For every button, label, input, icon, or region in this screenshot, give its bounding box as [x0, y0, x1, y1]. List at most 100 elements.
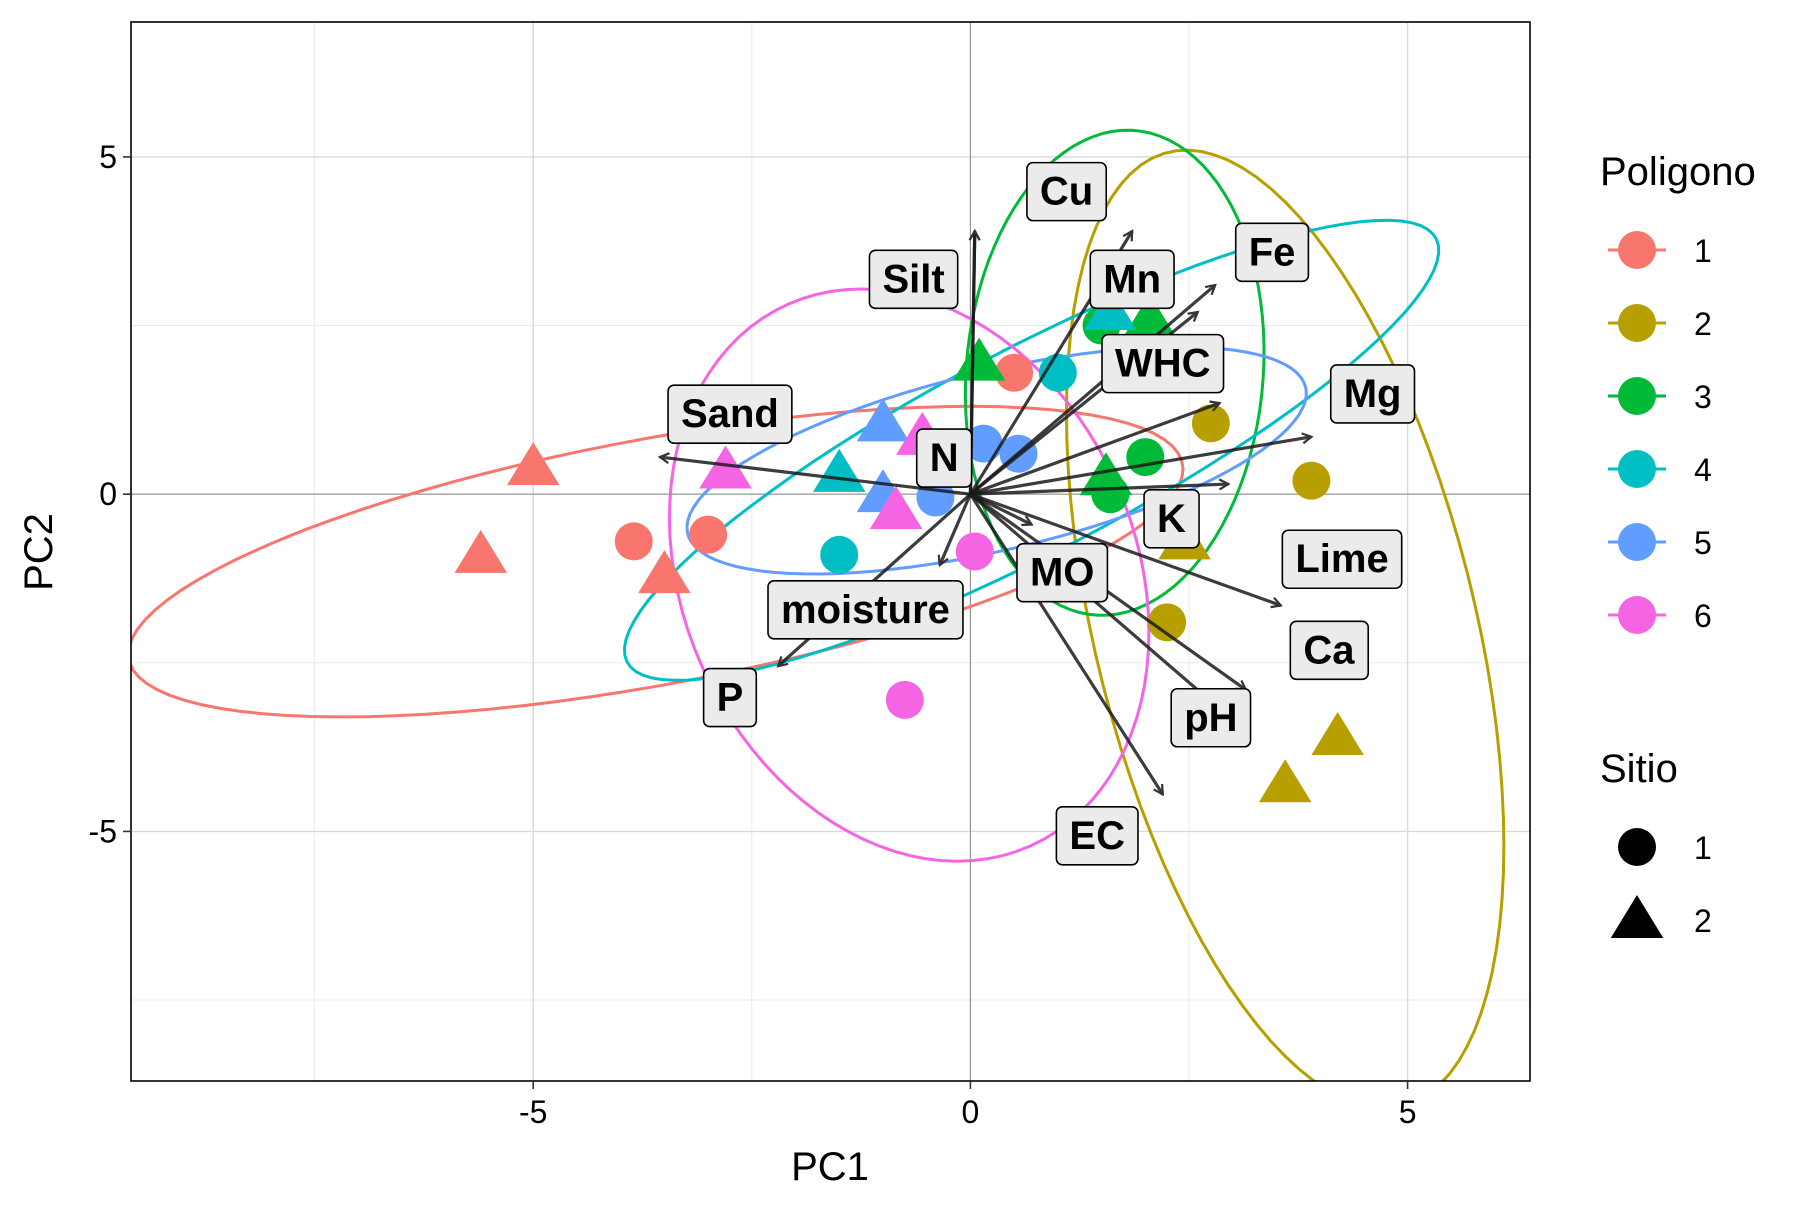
legend-poligono-label: 1 — [1694, 233, 1712, 269]
loading-label-box — [1143, 488, 1200, 549]
legend-key-circle — [1618, 377, 1656, 415]
loading-label-box — [868, 249, 959, 310]
loading-arrow-moisture — [940, 493, 972, 565]
y-tick-label: 0 — [99, 476, 117, 512]
loading-label-moisture: moisture — [767, 580, 964, 640]
x-axis: -5 0 5 — [519, 1081, 1417, 1130]
loading-label-box — [1170, 687, 1252, 748]
point-poligono-1-sitio-2 — [454, 529, 507, 573]
loading-arrow-ph — [969, 492, 1232, 720]
y-tick-label: 5 — [99, 139, 117, 175]
point-poligono-2-sitio-1 — [1292, 461, 1331, 500]
loading-label-text: Silt — [882, 257, 944, 301]
legend-poligono-key-3: 3 — [1608, 377, 1712, 415]
point-poligono-2-sitio-1 — [1148, 603, 1187, 642]
plot-panel-border — [130, 21, 1531, 1082]
legend-poligono-key-5: 5 — [1608, 523, 1712, 561]
ellipse-poligono-2 — [1064, 148, 1506, 1081]
legend-sitio-label: 1 — [1694, 830, 1712, 866]
x-axis-title: PC1 — [791, 1145, 869, 1189]
legend-poligono-label: 4 — [1694, 452, 1712, 488]
point-poligono-1-sitio-1 — [689, 515, 728, 554]
loading-label-text: WHC — [1115, 342, 1211, 386]
loading-arrow-k — [970, 484, 1228, 496]
loading-label-cu: Cu — [1026, 161, 1108, 222]
point-poligono-6-sitio-1 — [885, 680, 924, 719]
legend-key-circle — [1618, 231, 1656, 269]
loading-label-text: MO — [1030, 551, 1094, 595]
legend-poligono-label: 6 — [1694, 598, 1712, 634]
legend-key-triangle — [1610, 895, 1664, 938]
y-tick-label: -5 — [89, 813, 117, 849]
legend-key-circle — [1618, 596, 1656, 634]
loading-label-text: N — [930, 436, 959, 480]
point-poligono-6-sitio-2 — [699, 445, 752, 489]
legend-poligono-label: 2 — [1694, 306, 1712, 342]
x-tick-label: 0 — [962, 1094, 980, 1130]
legend-poligono-key-6: 6 — [1608, 596, 1712, 634]
point-poligono-1-sitio-1 — [995, 353, 1034, 392]
loading-label-box — [1329, 364, 1416, 424]
loading-label-box — [1101, 333, 1225, 394]
loading-label-box — [1016, 542, 1109, 603]
point-poligono-4-sitio-1 — [1038, 353, 1077, 392]
legend-key-circle — [1618, 304, 1656, 342]
loading-arrow-n — [969, 403, 1219, 496]
loading-label-ph: pH — [1170, 687, 1252, 748]
loading-label-fe: Fe — [1234, 222, 1310, 283]
legend-sitio: Sitio 1 2 — [1600, 747, 1712, 939]
point-poligono-2-sitio-2 — [1311, 711, 1364, 755]
loading-label-k: K — [1143, 488, 1200, 549]
loading-label-n: N — [915, 428, 973, 488]
loading-label-box — [702, 667, 758, 728]
loading-label-mg: Mg — [1329, 364, 1416, 424]
loading-label-box — [1089, 249, 1175, 310]
x-tick-label: 5 — [1399, 1094, 1417, 1130]
loading-label-text: Mg — [1344, 372, 1402, 416]
point-poligono-3-sitio-1 — [1091, 475, 1130, 514]
loading-label-box — [1281, 529, 1403, 590]
ellipse-poligono-6 — [667, 287, 1151, 863]
y-axis: -5 0 5 — [89, 139, 131, 849]
point-poligono-2-sitio-1 — [1191, 404, 1230, 443]
loading-label-sand: Sand — [667, 384, 793, 445]
legend-key-circle — [1618, 828, 1656, 866]
loading-label-p: P — [702, 667, 758, 728]
legend-sitio-label: 2 — [1694, 903, 1712, 939]
loading-arrow-mo — [969, 492, 1031, 524]
loading-label-lime: Lime — [1281, 529, 1403, 590]
loading-label-silt: Silt — [868, 249, 959, 310]
loading-arrow-mg — [970, 437, 1311, 496]
loading-label-box — [1055, 805, 1139, 866]
loading-label-mn: Mn — [1089, 249, 1175, 310]
loading-arrow-lime — [969, 492, 1280, 605]
legend-poligono-label: 3 — [1694, 379, 1712, 415]
legend-poligono-key-4: 4 — [1608, 450, 1712, 488]
loading-label-text: pH — [1184, 696, 1237, 740]
loading-label-box — [915, 428, 973, 488]
loading-label-text: Mn — [1103, 257, 1161, 301]
point-poligono-1-sitio-1 — [614, 522, 653, 561]
grid-major — [131, 22, 1530, 1081]
legend-poligono-key-1: 1 — [1608, 231, 1712, 269]
points-layer — [454, 287, 1364, 803]
loading-label-text: Ca — [1303, 628, 1355, 672]
loading-arrow-sand — [660, 457, 971, 496]
loading-label-box — [1234, 222, 1310, 283]
legend-poligono-label: 5 — [1694, 525, 1712, 561]
legend-key-circle — [1618, 450, 1656, 488]
legend-key-circle — [1618, 523, 1656, 561]
point-poligono-5-sitio-1 — [964, 424, 1003, 463]
legend-poligono: Poligono 1 2 3 4 5 6 — [1600, 150, 1756, 634]
loading-label-ca: Ca — [1289, 620, 1370, 681]
y-axis-title: PC2 — [17, 513, 61, 591]
point-poligono-3-sitio-2 — [1123, 293, 1176, 337]
loading-label-text: Sand — [681, 392, 779, 436]
point-poligono-3-sitio-2 — [952, 337, 1006, 381]
loading-label-text: Fe — [1249, 230, 1296, 274]
loading-label-text: moisture — [781, 588, 950, 632]
point-poligono-3-sitio-1 — [1126, 438, 1165, 477]
x-tick-label: -5 — [519, 1094, 547, 1130]
